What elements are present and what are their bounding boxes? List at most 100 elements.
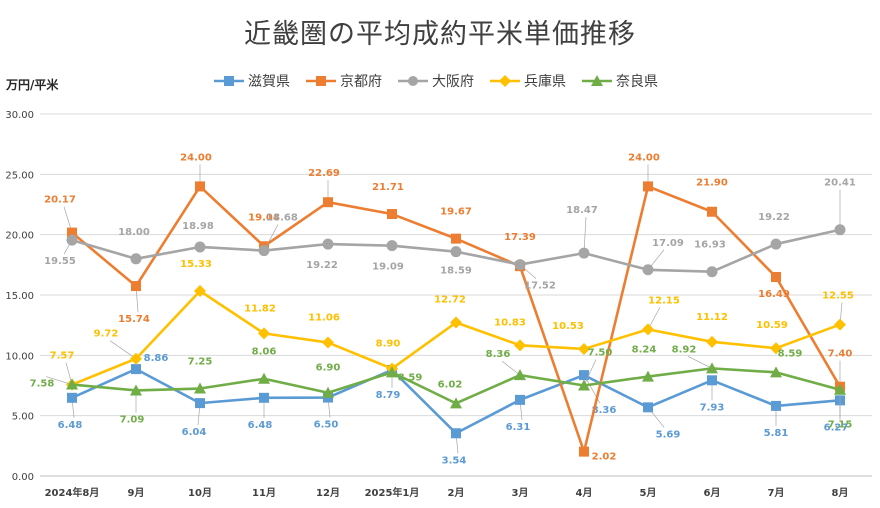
- leader-line: [45, 376, 73, 385]
- data-label: 5.81: [764, 428, 789, 439]
- data-label: 8.06: [252, 347, 277, 358]
- x-tick-label: 2月: [448, 487, 465, 499]
- data-label: 7.40: [828, 349, 853, 360]
- data-label: 7.25: [188, 357, 213, 368]
- data-point: [514, 259, 526, 271]
- data-label: 10.83: [494, 317, 526, 328]
- y-axis-label: 万円/平米: [6, 78, 59, 92]
- data-label: 7.93: [700, 402, 725, 413]
- data-point: [194, 285, 206, 298]
- data-point: [834, 224, 846, 236]
- data-point: [67, 227, 77, 238]
- data-point: [322, 336, 334, 349]
- data-point: [258, 245, 270, 257]
- data-label: 3.54: [442, 455, 467, 466]
- x-tick-label: 7月: [768, 487, 785, 499]
- data-point: [131, 364, 141, 375]
- data-label: 6.90: [316, 363, 341, 374]
- legend-label: 京都府: [340, 74, 382, 90]
- legend-item: 滋賀県: [214, 70, 290, 92]
- data-point: [706, 335, 718, 348]
- y-tick-label: 10.00: [5, 351, 34, 362]
- legend-swatch: [582, 75, 612, 86]
- legend-label: 奈良県: [616, 74, 658, 90]
- y-tick-label: 20.00: [5, 231, 34, 242]
- data-point: [387, 209, 397, 220]
- data-point: [643, 181, 653, 192]
- data-point: [642, 370, 654, 382]
- data-label: 16.93: [694, 240, 726, 251]
- data-point: [834, 383, 846, 395]
- data-label: 7.57: [50, 351, 75, 362]
- data-label: 24.00: [180, 152, 212, 163]
- data-label: 11.12: [696, 312, 728, 323]
- leader-line: [687, 356, 713, 369]
- data-point: [706, 362, 718, 374]
- data-label: 6.27: [824, 422, 849, 433]
- y-tick-label: 25.00: [5, 170, 34, 181]
- data-label: 6.02: [438, 379, 463, 390]
- data-point: [707, 375, 717, 386]
- legend-item: 兵庫県: [490, 70, 566, 92]
- legend-swatch: [306, 76, 336, 86]
- x-tick-label: 12月: [316, 487, 340, 499]
- data-label: 20.17: [44, 195, 76, 206]
- data-point: [130, 384, 142, 396]
- data-label: 19.22: [758, 212, 790, 223]
- data-point: [323, 197, 333, 208]
- data-point: [67, 392, 77, 403]
- legend-label: 大阪府: [432, 74, 474, 90]
- data-point: [451, 428, 461, 439]
- data-label: 6.31: [506, 422, 531, 433]
- x-tick-label: 6月: [704, 487, 721, 499]
- data-label: 20.41: [824, 178, 856, 189]
- data-label: 19.09: [372, 262, 404, 273]
- y-tick-label: 15.00: [5, 291, 34, 302]
- legend-item: 京都府: [306, 70, 382, 92]
- x-tick-label: 8月: [832, 487, 849, 499]
- data-point: [514, 339, 526, 352]
- data-label: 8.92: [672, 344, 697, 355]
- leader-line: [501, 360, 521, 376]
- data-point: [195, 181, 205, 192]
- data-label: 21.90: [696, 178, 728, 189]
- data-point: [834, 318, 846, 331]
- data-point: [259, 392, 269, 403]
- data-label: 12.15: [648, 295, 680, 306]
- data-point: [258, 372, 270, 384]
- data-point: [322, 386, 334, 398]
- data-point: [707, 206, 717, 217]
- data-point: [322, 238, 334, 250]
- legend-label: 兵庫県: [524, 74, 566, 90]
- data-label: 7.15: [828, 420, 853, 431]
- data-label: 19.67: [440, 207, 472, 218]
- data-point: [130, 352, 142, 365]
- data-point: [195, 398, 205, 409]
- x-tick-label: 3月: [512, 487, 529, 499]
- data-label: 17.39: [504, 232, 536, 243]
- data-point: [771, 272, 781, 283]
- data-label: 17.52: [524, 281, 556, 292]
- data-label: 19.04: [248, 212, 280, 223]
- data-label: 18.68: [266, 213, 298, 224]
- data-point: [643, 402, 653, 413]
- data-point: [258, 327, 270, 340]
- data-point: [130, 253, 142, 265]
- data-point: [578, 247, 590, 259]
- data-label: 18.59: [440, 266, 472, 277]
- data-label: 6.04: [182, 427, 207, 438]
- data-point: [642, 264, 654, 276]
- x-tick-label: 2024年8月: [45, 486, 100, 499]
- data-label: 16.49: [758, 289, 790, 300]
- legend-label: 滋賀県: [248, 74, 290, 90]
- data-label: 7.09: [120, 414, 145, 425]
- x-tick-label: 9月: [128, 487, 145, 499]
- data-label: 8.86: [144, 353, 169, 364]
- data-label: 18.47: [566, 205, 598, 216]
- data-label: 5.69: [656, 429, 681, 440]
- legend-swatch: [490, 75, 520, 87]
- leader-line: [109, 340, 137, 359]
- legend: 滋賀県 京都府 大阪府 兵庫県 奈良県: [214, 70, 658, 92]
- data-label: 11.82: [244, 303, 276, 314]
